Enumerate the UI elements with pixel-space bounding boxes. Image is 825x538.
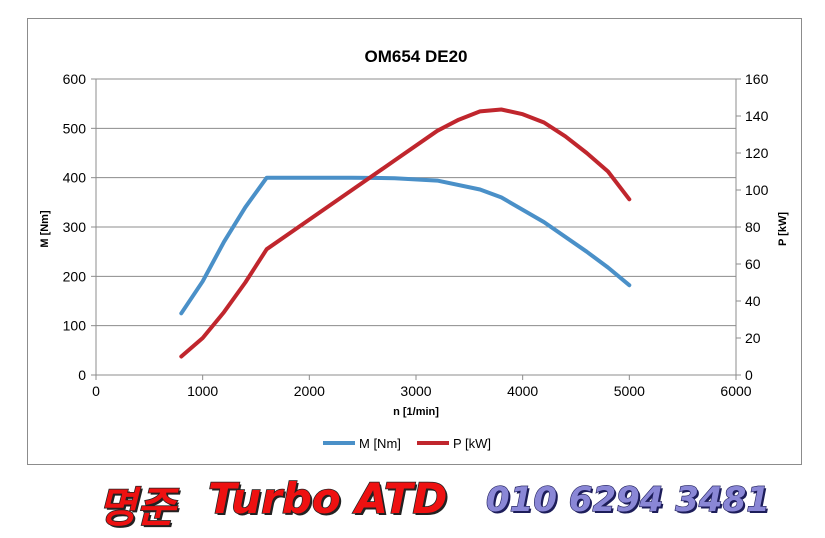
x-tick-label: 2000 [294,383,325,399]
y-right-tick-label: 60 [745,256,761,272]
y-left-tick-label: 500 [63,120,87,136]
series-line-power [179,107,632,359]
series-line-torque [179,175,632,316]
y-right-tick-label: 20 [745,330,761,346]
watermark-phone: 010 6294 3481 [485,479,770,520]
x-tick-label: 3000 [400,383,431,399]
x-tick-label: 5000 [614,383,645,399]
gridlines [96,78,736,327]
y-right-tick-label: 100 [745,182,769,198]
y-right-tick-label: 80 [745,219,761,235]
chart-title: OM654 DE20 [365,47,468,66]
y-right-tick-label: 40 [745,293,761,309]
y-left-tick-label: 0 [78,367,86,383]
series-lines [179,107,632,359]
watermark-name: 명준 [97,482,176,533]
legend-label-torque: M [Nm] [359,436,401,451]
y-left-tick-label: 600 [63,71,87,87]
watermark-brand: Turbo ATD [207,473,448,524]
x-tick-label: 4000 [507,383,538,399]
y-axis-right-label: P [kW] [777,212,789,246]
chart-frame: 0 100 200 300 400 500 600 0 20 40 60 80 100 120 140 160… [27,18,802,465]
y-axis-left-label: M [Nm] [39,210,51,248]
x-axis-label: n [1/min] [393,406,439,418]
y-right-tick-label: 0 [745,367,753,383]
y-left-tick-label: 400 [63,170,87,186]
x-tick-label: 0 [92,383,100,399]
chart-svg: 0100200300400500600020406080100120140160… [39,47,789,451]
y-right-tick-label: 120 [745,145,769,161]
watermark-banner: 명준 Turbo ATD 010 6294 3481 [0,473,825,534]
y-left-tick-label: 200 [63,268,87,284]
y-left-tick-label: 300 [63,219,87,235]
y-left-tick-label: 100 [63,318,87,334]
legend-label-power: P [kW] [453,436,491,451]
legend: M [Nm] P [kW] [323,436,491,451]
x-tick-label: 6000 [720,383,751,399]
x-tick-label: 1000 [187,383,218,399]
y-right-tick-label: 140 [745,108,769,124]
axes [91,78,741,380]
y-right-tick-label: 160 [745,71,769,87]
tick-labels: 0100200300400500600020406080100120140160… [63,71,769,399]
